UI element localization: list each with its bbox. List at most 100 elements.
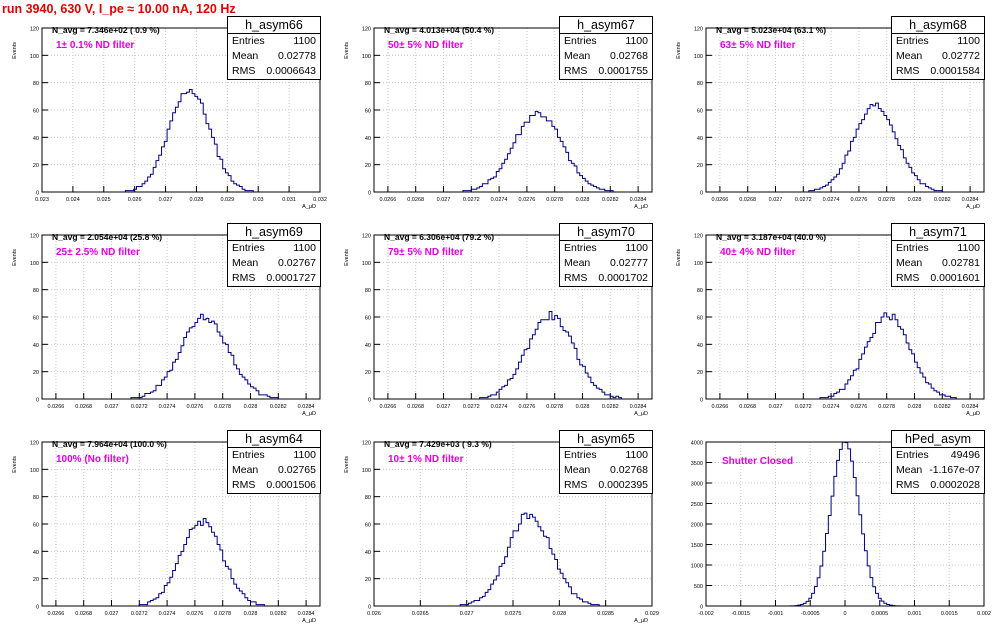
x-tick-label: 0.0274 bbox=[491, 404, 508, 410]
stats-row-rms: RMS 0.0001702 bbox=[560, 271, 652, 286]
x-tick-label: 0.027 bbox=[437, 404, 451, 410]
x-tick-label: 0.0282 bbox=[270, 611, 287, 617]
y-tick-label: 80 bbox=[365, 288, 371, 294]
stats-label: Entries bbox=[896, 242, 929, 254]
x-tick-label: 0.0272 bbox=[131, 404, 148, 410]
x-tick-label: -0.002 bbox=[698, 611, 714, 617]
x-tick-label: 0.027 bbox=[105, 611, 119, 617]
y-tick-label: 80 bbox=[697, 81, 703, 87]
x-tick-label: 0.0278 bbox=[878, 404, 895, 410]
stats-row-rms: RMS 0.0001506 bbox=[228, 478, 320, 493]
stats-box-title: h_asym64 bbox=[228, 431, 320, 448]
stats-row-entries: Entries 1100 bbox=[228, 241, 320, 256]
x-tick-label: 0.028 bbox=[908, 404, 922, 410]
plot-frame bbox=[41, 234, 321, 400]
stats-row-rms: RMS 0.0006643 bbox=[228, 64, 320, 79]
stats-box: h_asym71 Entries 1100 Mean 0.02781 RMS 0.00016… bbox=[891, 223, 985, 287]
x-axis-label: A_μD bbox=[966, 411, 980, 417]
filter-label: 100% (No filter) bbox=[56, 454, 129, 465]
y-tick-label: 4000 bbox=[691, 441, 703, 447]
stats-row-mean: Mean 0.02767 bbox=[228, 256, 320, 271]
y-tick-label: 20 bbox=[33, 370, 39, 376]
pad-h_asym65: 0 20 40 60 80 100 120 0.026 0.0265 0.027 0.0275 0.0… bbox=[332, 422, 664, 629]
navg-label: N_avg = 7.346e+02 ( 0.9 %) bbox=[52, 25, 160, 35]
stats-label: Entries bbox=[232, 35, 265, 47]
x-axis-label: A_μD bbox=[302, 204, 316, 210]
filter-label: 10± 1% ND filter bbox=[388, 454, 464, 465]
stats-box-title: h_asym65 bbox=[560, 431, 652, 448]
stats-label: RMS bbox=[564, 65, 588, 77]
x-tick-label: 0.0278 bbox=[214, 404, 231, 410]
stats-box-title: h_asym70 bbox=[560, 224, 652, 241]
x-tick-label: 0.029 bbox=[220, 197, 234, 203]
pad-h_asym70: 0 20 40 60 80 100 120 0.0266 0.0268 0.027 0.0272 0.… bbox=[332, 215, 664, 422]
stats-label: Entries bbox=[896, 35, 929, 47]
y-tick-label: 0 bbox=[368, 605, 371, 611]
navg-label: N_avg = 7.964e+04 (100.0 %) bbox=[52, 439, 167, 449]
y-tick-label: 2000 bbox=[691, 523, 703, 529]
plot-frame bbox=[705, 27, 985, 193]
stats-value: 1100 bbox=[957, 242, 980, 254]
y-tick-label: 40 bbox=[365, 343, 371, 349]
stats-label: Entries bbox=[232, 449, 265, 461]
y-tick-label: 20 bbox=[365, 163, 371, 169]
x-tick-label: 0.028 bbox=[244, 404, 258, 410]
plot-frame bbox=[373, 441, 653, 607]
y-axis-label: Events bbox=[12, 249, 18, 266]
y-tick-label: 120 bbox=[694, 234, 703, 240]
stats-value: -1.167e-07 bbox=[929, 464, 980, 476]
filter-label: 79± 5% ND filter bbox=[388, 247, 464, 258]
stats-row-rms: RMS 0.0002028 bbox=[892, 478, 984, 493]
x-tick-label: 0.0276 bbox=[186, 404, 203, 410]
stats-row-rms: RMS 0.0001755 bbox=[560, 64, 652, 79]
x-tick-label: 0.002 bbox=[977, 611, 991, 617]
y-axis-label: Events bbox=[12, 456, 18, 473]
x-tick-label: 0.0266 bbox=[711, 404, 728, 410]
stats-box: h_asym70 Entries 1100 Mean 0.02777 RMS 0.00017… bbox=[559, 223, 653, 287]
navg-label: N_avg = 3.187e+04 (40.0 %) bbox=[716, 232, 827, 242]
stats-value: 1100 bbox=[293, 35, 316, 47]
y-tick-label: 100 bbox=[694, 261, 703, 267]
stats-label: RMS bbox=[896, 65, 920, 77]
x-tick-label: -0.0015 bbox=[731, 611, 750, 617]
x-tick-label: 0.0282 bbox=[602, 404, 619, 410]
y-tick-label: 40 bbox=[33, 136, 39, 142]
stats-value: 0.02777 bbox=[610, 257, 648, 269]
stats-row-entries: Entries 1100 bbox=[228, 34, 320, 49]
x-tick-label: 0.0276 bbox=[518, 197, 535, 203]
stats-row-rms: RMS 0.0001601 bbox=[892, 271, 984, 286]
x-tick-label: 0.028 bbox=[244, 611, 258, 617]
x-tick-label: 0.028 bbox=[908, 197, 922, 203]
y-tick-label: 60 bbox=[33, 316, 39, 322]
x-tick-label: 0.0276 bbox=[850, 197, 867, 203]
x-tick-label: 0.0266 bbox=[711, 197, 728, 203]
stats-box: h_asym69 Entries 1100 Mean 0.02767 RMS 0.00017… bbox=[227, 223, 321, 287]
y-tick-label: 120 bbox=[362, 441, 371, 447]
histogram-plot: 0 20 40 60 80 100 120 0.023 0.024 0.025 0.026 0.027… bbox=[12, 27, 327, 211]
x-axis-label: A_μD bbox=[634, 618, 648, 624]
stats-label: Mean bbox=[896, 464, 923, 476]
pad-h_asym69: 0 20 40 60 80 100 120 0.0266 0.0268 0.027 0.0272 0.… bbox=[0, 215, 332, 422]
filter-label: 25± 2.5% ND filter bbox=[56, 247, 140, 258]
stats-value: 1100 bbox=[625, 242, 648, 254]
histogram-plot: 0 20 40 60 80 100 120 0.0266 0.0268 0.027 0.0272 0.… bbox=[344, 234, 653, 417]
pad-h_asym67: 0 20 40 60 80 100 120 0.0266 0.0268 0.027 0.0272 0.… bbox=[332, 8, 664, 215]
y-tick-label: 60 bbox=[365, 523, 371, 529]
stats-label: Mean bbox=[232, 257, 259, 269]
stats-box: h_asym66 Entries 1100 Mean 0.02778 RMS 0.00066… bbox=[227, 16, 321, 80]
x-tick-label: 0.0282 bbox=[270, 404, 287, 410]
x-tick-label: 0.0282 bbox=[934, 404, 951, 410]
pad-hPed_asym: 0 500 1000 1500 2000 2500 3000 3500 4000 -0.002 -0… bbox=[664, 422, 996, 629]
stats-label: RMS bbox=[896, 479, 920, 491]
x-axis-label: A_μD bbox=[302, 411, 316, 417]
y-tick-label: 60 bbox=[365, 109, 371, 115]
x-tick-label: 0.0005 bbox=[871, 611, 888, 617]
y-tick-label: 60 bbox=[33, 109, 39, 115]
x-tick-label: -0.0005 bbox=[801, 611, 820, 617]
x-tick-label: 0.027 bbox=[437, 197, 451, 203]
stats-row-entries: Entries 1100 bbox=[560, 448, 652, 463]
histogram-plot: 0 20 40 60 80 100 120 0.0266 0.0268 0.027 0.0272 0.… bbox=[12, 234, 321, 417]
x-tick-label: 0.0272 bbox=[795, 404, 812, 410]
stats-box-title: h_asym66 bbox=[228, 17, 320, 34]
x-tick-label: 0.0278 bbox=[878, 197, 895, 203]
